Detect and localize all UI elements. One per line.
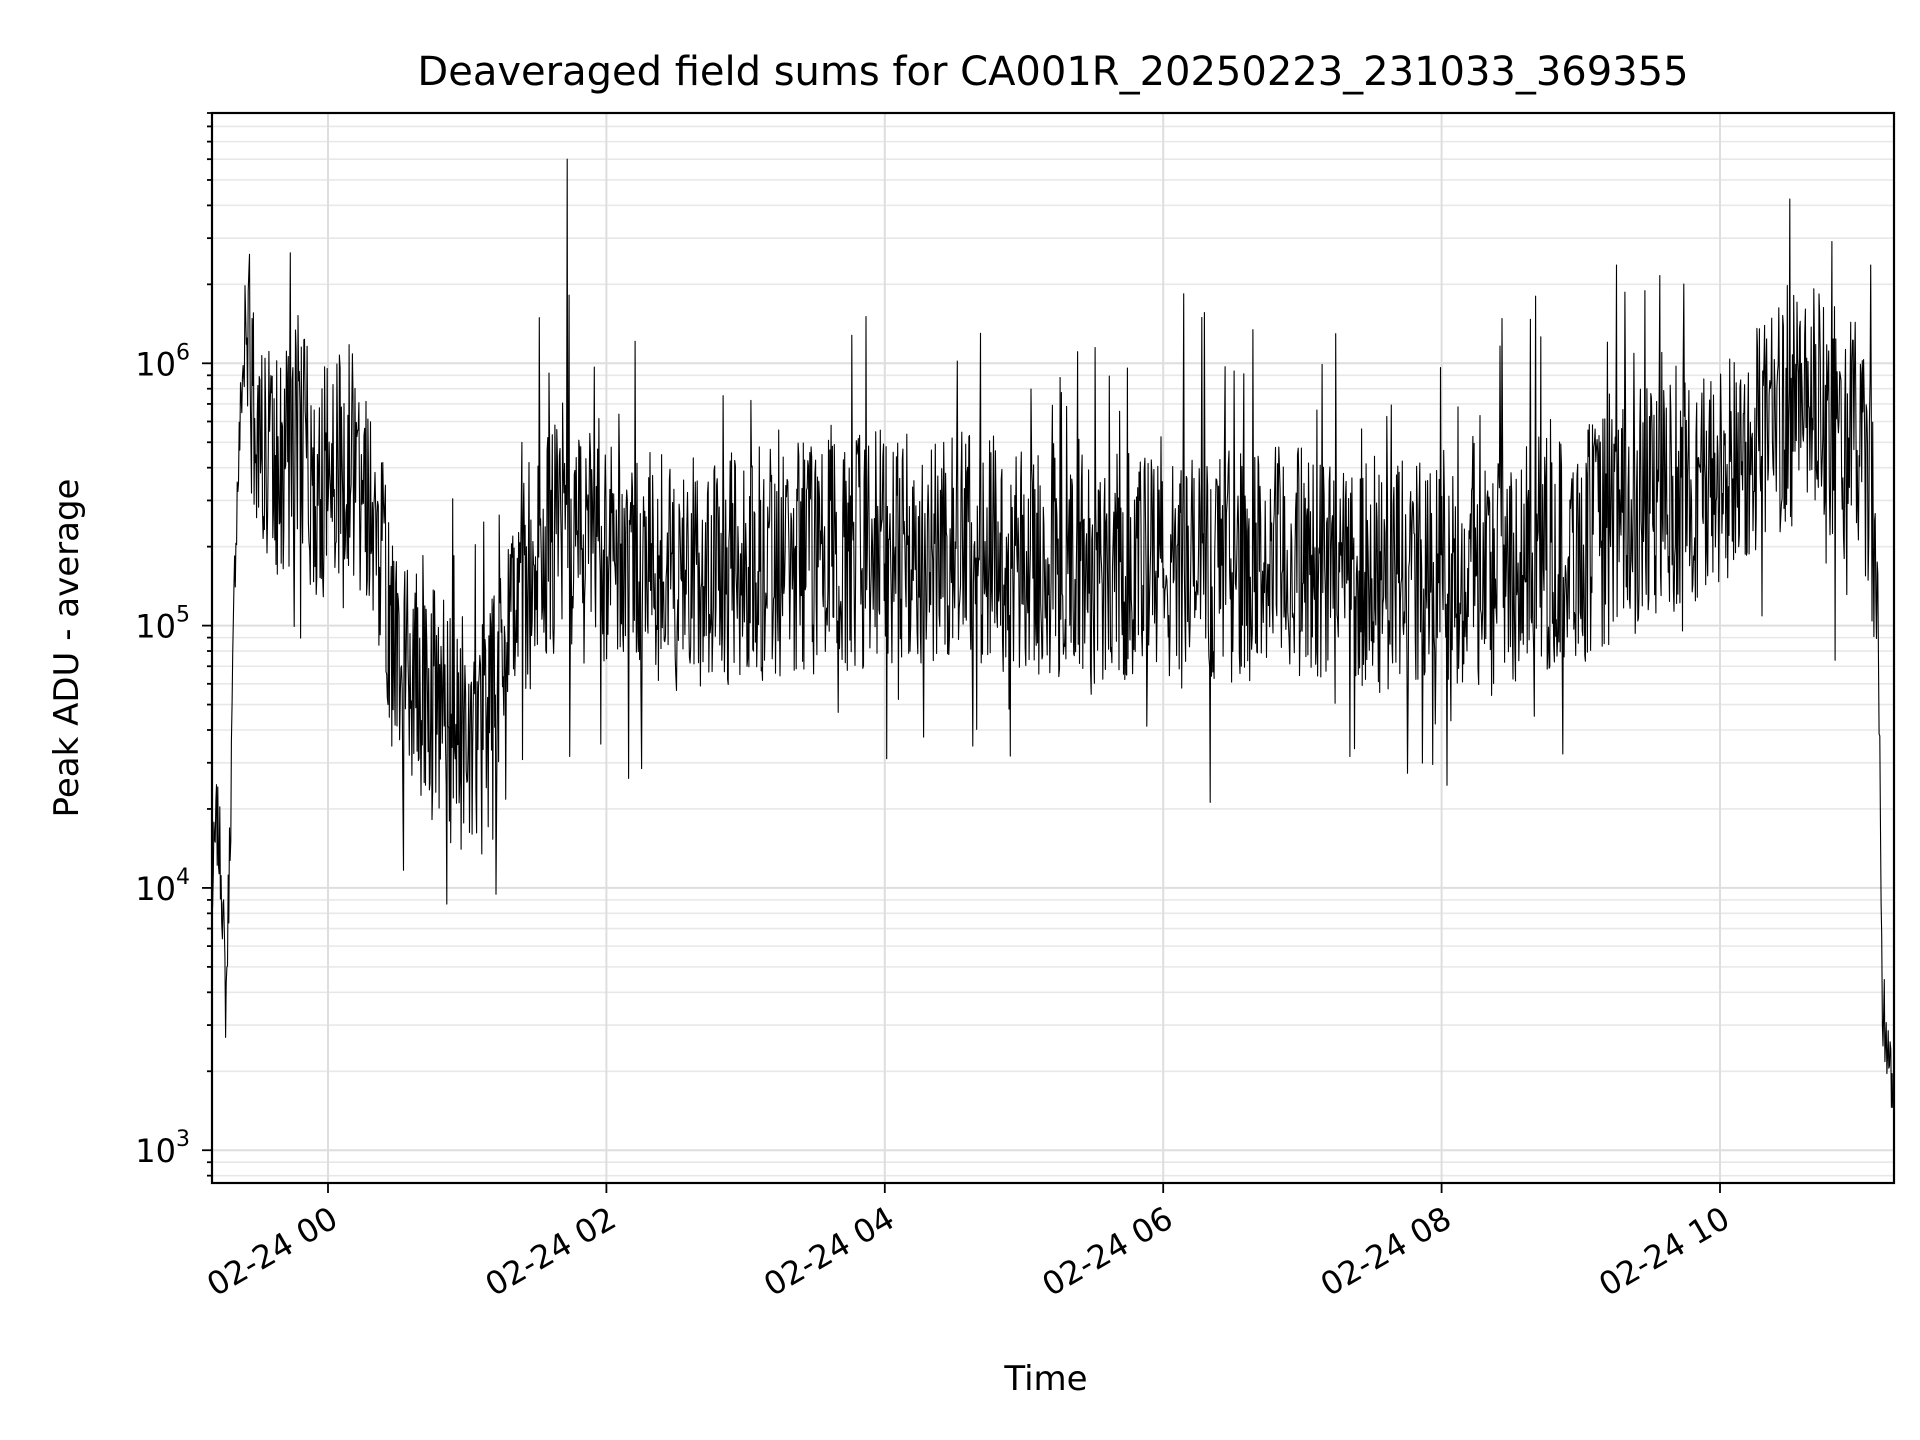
y-tick-label: 106 [135, 340, 190, 383]
data-series-line [211, 158, 1895, 1108]
chart-title: Deaveraged field sums for CA001R_2025022… [417, 49, 1688, 95]
y-tick-base: 10 [135, 870, 176, 908]
y-tick-label: 103 [135, 1127, 190, 1170]
y-tick-exponent: 6 [176, 340, 190, 365]
y-tick-label: 104 [135, 865, 190, 908]
y-tick-exponent: 5 [176, 603, 190, 628]
y-tick-base: 10 [135, 345, 176, 383]
y-tick-base: 10 [135, 608, 176, 646]
axes-frame [210, 111, 1896, 1185]
axis-ticks [202, 112, 1721, 1193]
series-line [211, 158, 1895, 1108]
y-tick-exponent: 3 [176, 1127, 190, 1152]
x-axis-label: Time [1003, 1359, 1087, 1399]
y-tick-base: 10 [135, 1132, 176, 1170]
y-tick-label: 105 [135, 603, 190, 646]
y-tick-exponent: 4 [176, 865, 190, 890]
y-axis-label: Peak ADU - average [47, 479, 87, 818]
